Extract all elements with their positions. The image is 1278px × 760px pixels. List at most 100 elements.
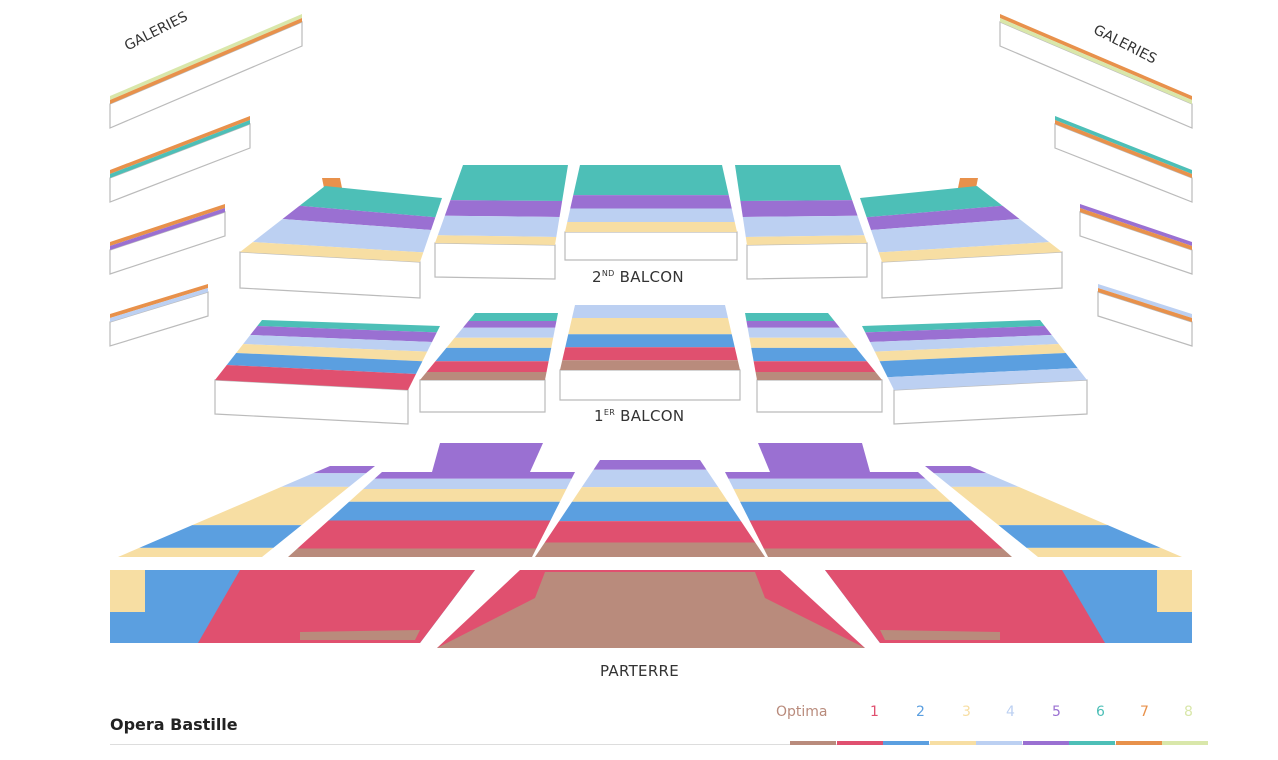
balcon2-left-inner-front[interactable] (434, 242, 556, 280)
balcon2-right-inner-zone-3[interactable] (745, 235, 867, 245)
balcon2-left-outer-zone-4[interactable] (252, 219, 431, 253)
gallery-left-3-zone-5[interactable] (110, 208, 225, 250)
parterre-center-zone-2[interactable] (559, 501, 741, 522)
parterre-left-box[interactable] (432, 443, 543, 472)
balcon1-left-inner-zone-2[interactable] (435, 347, 552, 362)
gallery-right-4-zone-7[interactable] (1098, 288, 1192, 322)
balcon1-right-outer-zone-6[interactable] (862, 320, 1045, 333)
balcon1-center-zone-2[interactable] (565, 334, 735, 348)
balcon1-left-outer-zone-3[interactable] (236, 344, 428, 362)
balcon1-right-inner-zone-optima[interactable] (755, 371, 882, 380)
parterre-right-mid-zone-2[interactable] (740, 501, 972, 521)
balcon2-center-zone-5[interactable] (570, 195, 732, 209)
parterre-lower-left-optima[interactable] (300, 630, 420, 640)
gallery-right-3-zone-5[interactable] (1080, 204, 1192, 246)
parterre-lower-right-zone-1[interactable] (825, 570, 1105, 643)
balcon1-left-outer-zone-2[interactable] (226, 353, 423, 374)
gallery-right-3-front[interactable] (1079, 211, 1193, 275)
gallery-left-4-zone-4[interactable] (110, 288, 208, 322)
balcon2-left-inner-zone-3[interactable] (435, 235, 557, 245)
parterre-center-zone-4[interactable] (581, 469, 719, 488)
parterre-left-outer-zone-5[interactable] (313, 466, 375, 474)
gallery-left-2-zone-6[interactable] (110, 120, 250, 178)
balcon1-right-outer-zone-4[interactable] (887, 368, 1087, 390)
balcon2-right-inner-front[interactable] (746, 242, 868, 280)
parterre-left-outer-zone-4[interactable] (281, 473, 366, 487)
balcon1-center-zone-4[interactable] (572, 305, 728, 318)
gallery-left-3-front[interactable] (109, 211, 226, 275)
balcon2-center-zone-3[interactable] (565, 221, 737, 232)
gallery-right-4-front[interactable] (1097, 291, 1193, 347)
balcon1-right-outer-zone-3[interactable] (874, 344, 1066, 362)
balcon2-right-tab[interactable] (958, 178, 978, 188)
balcon1-center-zone-optima[interactable] (560, 360, 740, 370)
parterre-center-zone-3[interactable] (572, 487, 728, 502)
balcon1-left-outer-zone-4[interactable] (243, 335, 432, 352)
parterre-right-mid-zone-4[interactable] (728, 478, 937, 489)
parterre-left-outer-zone-2[interactable] (139, 525, 302, 548)
balcon1-right-outer-zone-5[interactable] (865, 326, 1052, 342)
gallery-right-2-zone-7[interactable] (1055, 120, 1192, 178)
balcon1-right-inner-zone-1[interactable] (753, 361, 876, 372)
balcon2-right-outer-zone-6[interactable] (860, 186, 1003, 218)
parterre-right-mid-zone-3[interactable] (733, 489, 951, 502)
balcon2-left-outer-zone-3[interactable] (240, 242, 424, 262)
gallery-right-1-zone-7[interactable] (1000, 14, 1192, 100)
parterre-lower-right-optima[interactable] (880, 630, 1000, 640)
balcon1-left-inner-zone-1[interactable] (426, 361, 549, 372)
parterre-left-mid-zone-4[interactable] (363, 478, 572, 489)
parterre-right-mid-zone-1[interactable] (749, 520, 1003, 549)
balcon2-left-tab[interactable] (322, 178, 342, 188)
parterre-center-zone-optima[interactable] (535, 542, 765, 557)
balcon1-left-outer-zone-1[interactable] (215, 365, 416, 390)
parterre-left-outer-zone-3[interactable] (192, 486, 350, 526)
balcon1-left-inner-zone-5[interactable] (462, 321, 557, 328)
parterre-left-outer-zone-3[interactable] (118, 547, 274, 557)
parterre-lower-left-zone-3[interactable] (110, 570, 145, 612)
parterre-left-mid-zone-2[interactable] (328, 501, 560, 521)
parterre-left-mid-zone-3[interactable] (349, 489, 567, 502)
parterre-right-outer-zone-5[interactable] (925, 466, 987, 474)
balcon1-left-inner-zone-3[interactable] (446, 337, 554, 348)
gallery-left-1-zone-8[interactable] (110, 14, 302, 100)
balcon2-right-outer-zone-5[interactable] (866, 205, 1020, 230)
balcon2-left-inner-zone-5[interactable] (444, 200, 563, 217)
balcon1-right-inner-zone-3[interactable] (749, 337, 857, 348)
balcon1-center-zone-3[interactable] (568, 318, 732, 335)
parterre-right-outer-zone-3[interactable] (950, 486, 1108, 526)
balcon2-center-zone-4[interactable] (567, 208, 735, 222)
parterre-lower-center-optima[interactable] (437, 572, 865, 648)
balcon1-right-inner-front[interactable] (756, 379, 883, 413)
balcon2-right-outer-zone-3[interactable] (878, 242, 1062, 262)
balcon1-left-inner-front[interactable] (419, 379, 546, 413)
balcon1-right-outer-front[interactable] (893, 379, 1088, 425)
balcon1-left-outer-zone-6[interactable] (257, 320, 440, 333)
parterre-right-mid-zone-5[interactable] (725, 472, 926, 479)
gallery-right-4-zone-4[interactable] (1098, 284, 1192, 318)
balcon2-right-inner-zone-5[interactable] (740, 200, 858, 217)
parterre-center-zone-1[interactable] (544, 521, 756, 543)
balcon2-right-inner-zone-4[interactable] (742, 215, 865, 237)
balcon1-right-inner-zone-4[interactable] (747, 327, 848, 338)
balcon2-center-zone-6[interactable] (573, 165, 729, 196)
balcon1-right-inner-zone-6[interactable] (745, 313, 835, 322)
parterre-right-box[interactable] (758, 443, 870, 472)
balcon1-center-front[interactable] (559, 369, 741, 401)
balcon2-right-outer-zone-4[interactable] (871, 219, 1050, 253)
parterre-center-zone-5[interactable] (593, 460, 707, 470)
parterre-lower-left-zone-1[interactable] (198, 570, 475, 643)
balcon1-left-outer-zone-5[interactable] (250, 326, 437, 342)
gallery-left-2-zone-7[interactable] (110, 116, 250, 174)
parterre-left-mid-zone-1[interactable] (297, 520, 551, 549)
balcon2-left-outer-zone-5[interactable] (282, 205, 436, 230)
parterre-right-mid-zone-optima[interactable] (763, 548, 1012, 558)
balcon1-center-zone-1[interactable] (562, 347, 738, 361)
parterre-right-outer-zone-2[interactable] (998, 525, 1161, 548)
balcon2-left-outer-zone-6[interactable] (299, 186, 443, 218)
parterre-left-mid-zone-optima[interactable] (288, 548, 537, 558)
balcon1-left-inner-zone-4[interactable] (454, 327, 556, 338)
parterre-left-mid-zone-5[interactable] (374, 472, 575, 479)
parterre-lower-right-zone-3[interactable] (1157, 570, 1192, 612)
balcon1-left-inner-zone-6[interactable] (468, 313, 558, 322)
balcon1-left-inner-zone-optima[interactable] (420, 371, 547, 380)
